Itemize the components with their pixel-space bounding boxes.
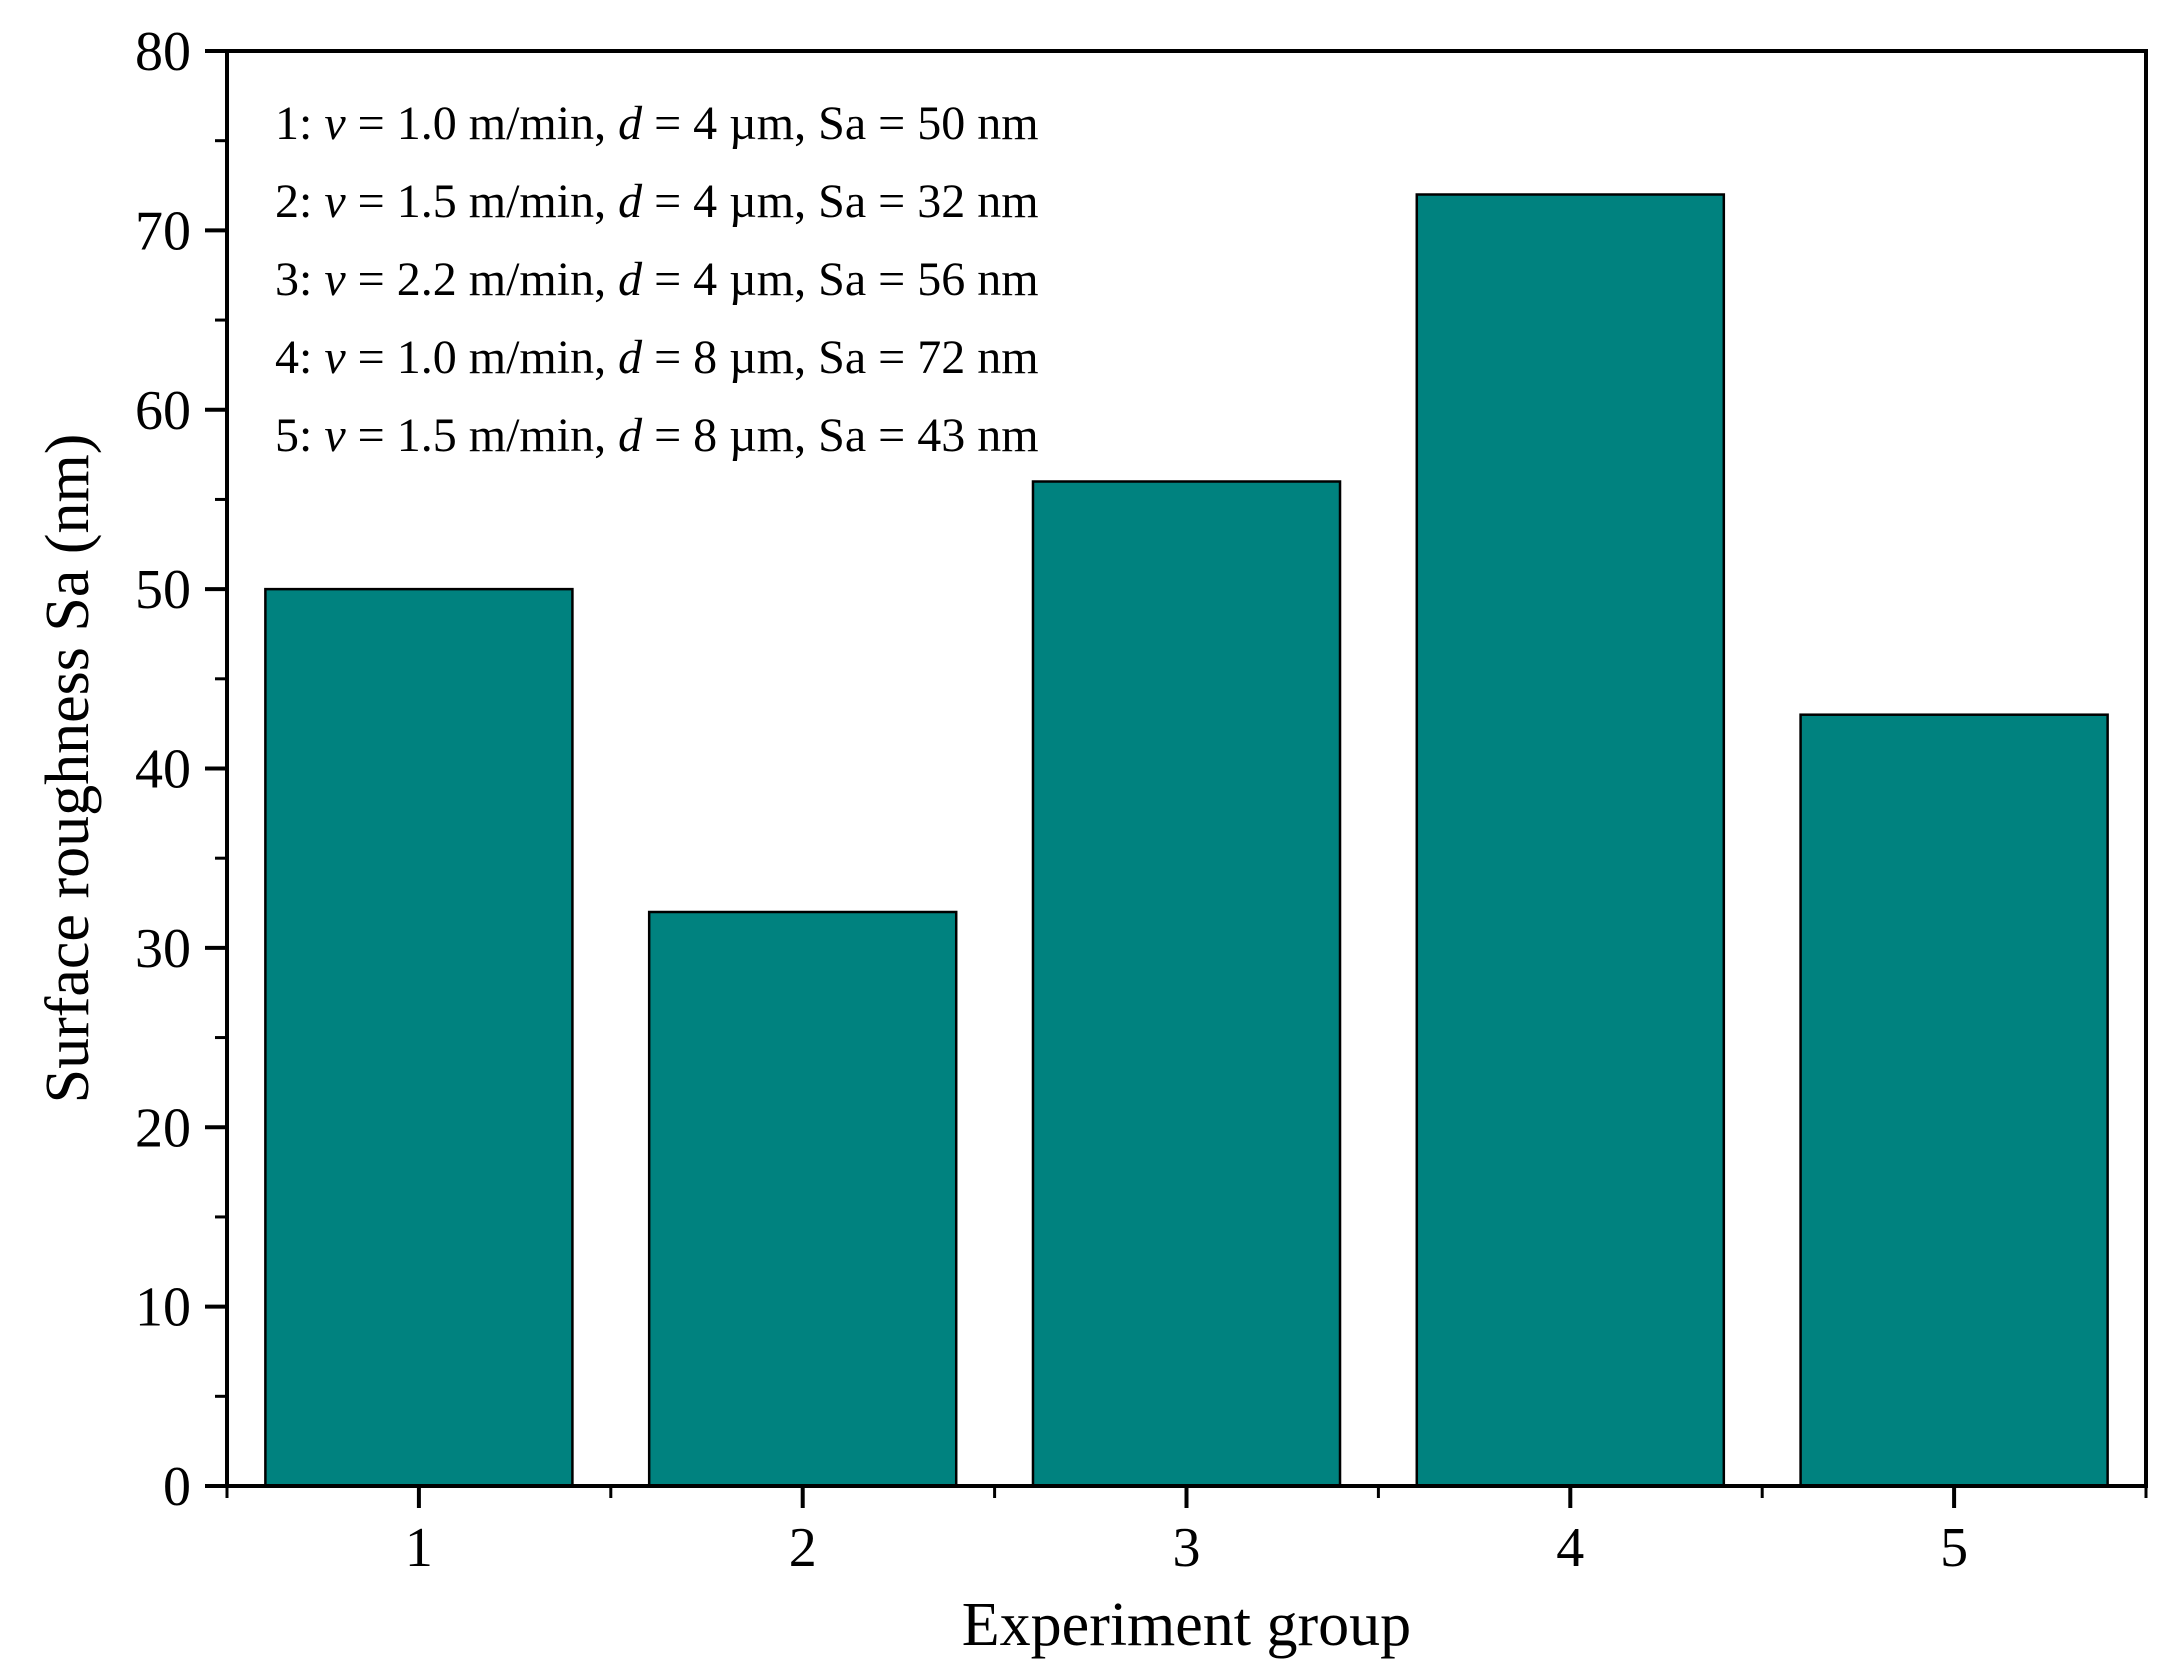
y-tick-label: 60 bbox=[135, 380, 191, 442]
annotation-line: 5: v = 1.5 m/min, d = 8 µm, Sa = 43 nm bbox=[275, 409, 1039, 462]
annotation-line: 1: v = 1.0 m/min, d = 4 µm, Sa = 50 nm bbox=[275, 97, 1039, 150]
annotation-line: 4: v = 1.0 m/min, d = 8 µm, Sa = 72 nm bbox=[275, 331, 1039, 384]
y-axis-label: Surface roughness Sa (nm) bbox=[34, 434, 102, 1104]
bar-group-3 bbox=[1031, 480, 1342, 1488]
y-tick-label: 40 bbox=[135, 739, 191, 801]
y-tick-label: 50 bbox=[135, 559, 191, 621]
annotation-block: 1: v = 1.0 m/min, d = 4 µm, Sa = 50 nm 2:… bbox=[275, 97, 1039, 462]
annotation-line: 3: v = 2.2 m/min, d = 4 µm, Sa = 56 nm bbox=[275, 253, 1039, 306]
annotation-line: 2: v = 1.5 m/min, d = 4 µm, Sa = 32 nm bbox=[275, 175, 1039, 228]
bars-layer bbox=[264, 193, 2109, 1488]
y-tick-label: 20 bbox=[135, 1097, 191, 1159]
y-tick-label: 30 bbox=[135, 918, 191, 980]
x-axis-label: Experiment group bbox=[962, 1591, 1411, 1659]
tick-labels: 0 10 20 30 40 50 60 70 80 1 2 3 4 5 bbox=[135, 21, 1968, 1579]
bar-group-4 bbox=[1415, 193, 1726, 1488]
x-tick-label: 5 bbox=[1940, 1517, 1968, 1579]
y-tick-label: 0 bbox=[163, 1456, 191, 1518]
x-tick-label: 4 bbox=[1556, 1517, 1584, 1579]
axis-ticks bbox=[205, 49, 2148, 1508]
bar-group-5 bbox=[1799, 713, 2109, 1488]
y-tick-label: 80 bbox=[135, 21, 191, 83]
bar-group-2 bbox=[647, 910, 958, 1488]
y-tick-label: 70 bbox=[135, 200, 191, 262]
y-tick-label: 10 bbox=[135, 1277, 191, 1339]
bar-group-1 bbox=[264, 587, 574, 1488]
x-tick-label: 1 bbox=[405, 1517, 433, 1579]
x-tick-label: 2 bbox=[789, 1517, 817, 1579]
x-tick-label: 3 bbox=[1173, 1517, 1201, 1579]
